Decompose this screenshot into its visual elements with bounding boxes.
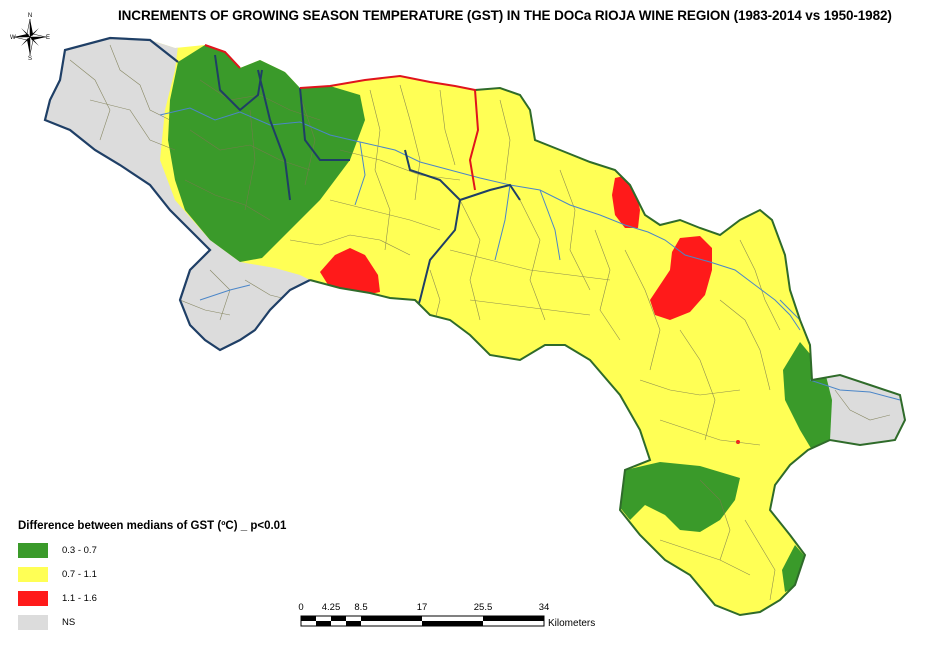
scale-units: Kilometers bbox=[548, 618, 596, 629]
scale-bar bbox=[300, 615, 545, 627]
zone-red-east bbox=[650, 236, 712, 320]
legend-label: 0.3 - 0.7 bbox=[62, 544, 97, 556]
legend-item: 0.3 - 0.7 bbox=[18, 538, 286, 562]
scale-tick-label: 4.25 bbox=[321, 602, 341, 613]
compass-north-label: N bbox=[28, 13, 32, 19]
zone-green-south bbox=[618, 462, 740, 532]
legend-swatch-red bbox=[18, 590, 48, 606]
province-boundaries bbox=[214, 54, 521, 316]
legend-item: 1.1 - 1.6 bbox=[18, 586, 286, 610]
region-outline-east bbox=[309, 86, 907, 617]
scale-tick-label: 34 bbox=[538, 602, 550, 613]
compass-rose-icon: N S W E bbox=[10, 13, 50, 62]
compass-west-label: W bbox=[10, 35, 16, 41]
scale-tick-label: 17 bbox=[416, 602, 428, 613]
legend-swatch-yellow bbox=[18, 566, 48, 582]
compass-south-label: S bbox=[28, 56, 32, 62]
scale-tick-label: 0 bbox=[298, 602, 304, 613]
scale-tick-label: 25.5 bbox=[473, 602, 493, 613]
region-outline-north-red bbox=[204, 44, 480, 191]
compass-east-label: E bbox=[46, 35, 50, 41]
legend-label: NS bbox=[62, 616, 76, 628]
legend-title: Difference between medians of GST (ºC) _… bbox=[18, 520, 287, 532]
legend-label: 0.7 - 1.1 bbox=[62, 568, 97, 580]
map-title: INCREMENTS OF GROWING SEASON TEMPERATURE… bbox=[118, 8, 892, 23]
legend-swatch-grey bbox=[18, 614, 48, 630]
zone-ns-west bbox=[45, 38, 320, 360]
legend: Difference between medians of GST (ºC) _… bbox=[18, 520, 286, 634]
zone-red-west bbox=[320, 248, 380, 295]
legend-swatch-green bbox=[18, 542, 48, 558]
scale-tick-label: 8.5 bbox=[354, 602, 368, 613]
region-outline-west bbox=[43, 36, 311, 352]
legend-item: NS bbox=[18, 610, 286, 634]
legend-label: 1.1 - 1.6 bbox=[62, 592, 97, 604]
legend-item: 0.7 - 1.1 bbox=[18, 562, 286, 586]
